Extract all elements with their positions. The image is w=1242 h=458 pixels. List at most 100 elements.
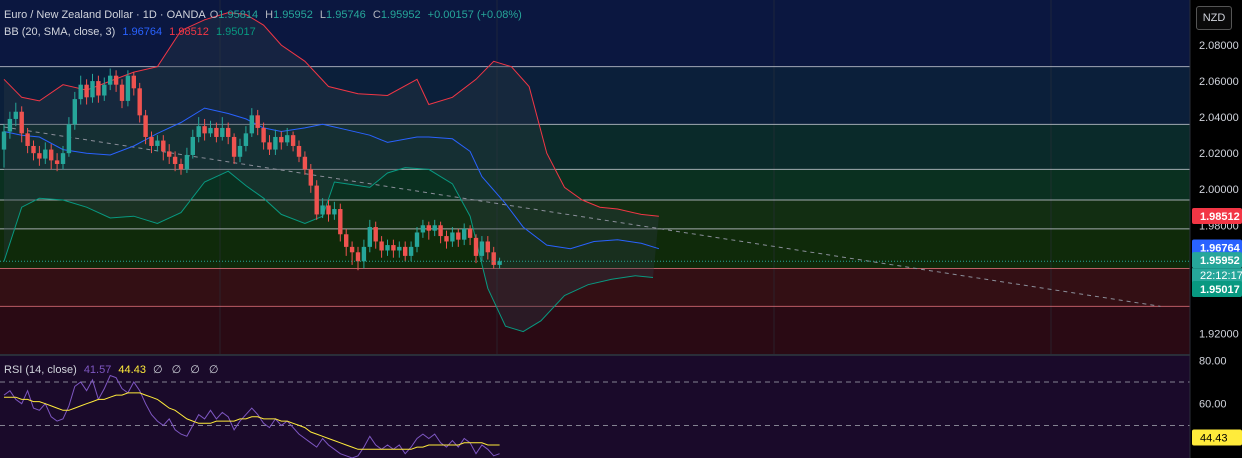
candle-body xyxy=(220,127,225,137)
candle-body xyxy=(13,111,18,119)
price-zone xyxy=(0,268,1190,307)
candle-body xyxy=(273,136,278,150)
candle-body xyxy=(344,234,349,247)
candle-body xyxy=(137,88,142,116)
candle-body xyxy=(237,145,243,157)
rsi-pane-background xyxy=(0,356,1190,458)
candle-body xyxy=(361,246,367,262)
candle-body xyxy=(261,127,266,143)
price-axis-ticks: 2.080002.060002.040002.020002.000001.980… xyxy=(1199,40,1239,340)
candle-body xyxy=(25,133,30,146)
candle-body xyxy=(119,84,125,101)
candle-body xyxy=(84,84,89,98)
candle-body xyxy=(178,163,184,170)
candle-body xyxy=(308,169,313,186)
candle-body xyxy=(226,127,231,137)
candle-body xyxy=(184,154,190,170)
close-label: C xyxy=(372,9,381,21)
price-tick-label: 1.92000 xyxy=(1199,328,1239,340)
price-tick-label: 2.06000 xyxy=(1199,76,1239,88)
symbol-legend: Euro / New Zealand Dollar · 1D · OANDA O1… xyxy=(4,8,526,22)
candle-body xyxy=(143,115,148,137)
close-value: 1.95952 xyxy=(380,9,421,21)
candle-body xyxy=(161,140,166,152)
rsi-tick-label: 80.00 xyxy=(1199,355,1227,367)
candle-body xyxy=(243,133,249,146)
low-label: L xyxy=(319,9,327,21)
price-label-box xyxy=(1192,239,1242,256)
rsi-legend[interactable]: RSI (14, close) 41.57 44.43 ∅ ∅ ∅ ∅ xyxy=(4,363,226,377)
candle-body xyxy=(290,135,296,146)
candle-body xyxy=(338,209,343,235)
horizontal-levels xyxy=(0,66,1190,307)
rsi-ma-label-text: 44.43 xyxy=(1200,433,1228,445)
candle-body xyxy=(467,228,473,238)
bollinger-basis-value: 1.96764 xyxy=(122,26,163,38)
candle-body xyxy=(397,246,402,251)
rsi-title: RSI (14, close) xyxy=(4,364,77,376)
candle-body xyxy=(444,236,449,242)
price-label-text: 1.95952 xyxy=(1200,255,1240,267)
candle-body xyxy=(131,75,136,89)
rsi-value: 41.57 xyxy=(83,364,112,376)
candle-body xyxy=(155,140,160,146)
candles xyxy=(1,68,502,271)
candle-body xyxy=(479,241,485,256)
price-label-text: 1.96764 xyxy=(1200,243,1241,255)
price-label-text: 1.98512 xyxy=(1200,211,1240,223)
candle-body xyxy=(473,237,479,256)
price-tick-label: 2.00000 xyxy=(1199,184,1239,196)
candle-body xyxy=(49,149,54,161)
rsi-ma-value: 44.43 xyxy=(118,364,146,376)
price-zones xyxy=(0,0,1190,355)
candle-body xyxy=(7,118,13,132)
price-label-text: 1.95017 xyxy=(1200,284,1240,296)
candle-body xyxy=(355,252,361,262)
candle-body xyxy=(190,136,195,155)
high-label: H xyxy=(265,9,274,21)
candle-body xyxy=(19,111,24,134)
price-zone xyxy=(0,228,1190,269)
price-zone xyxy=(0,306,1190,355)
rsi-axis-labels: 44.43 xyxy=(1192,429,1242,446)
countdown-text: 22:12:17 xyxy=(1200,270,1242,282)
candle-body xyxy=(43,149,48,159)
rsi-line xyxy=(3,374,500,458)
candle-body xyxy=(72,99,77,125)
rsi-placeholders: ∅ ∅ ∅ ∅ xyxy=(153,364,222,376)
candle-body xyxy=(491,252,496,265)
candle-body xyxy=(485,241,490,253)
rsi-grid xyxy=(0,381,1190,426)
candle-body xyxy=(149,136,154,146)
candle-body xyxy=(214,127,219,137)
candle-body xyxy=(255,115,260,128)
candle-body xyxy=(102,84,107,96)
candle-body xyxy=(208,127,213,134)
candle-body xyxy=(231,136,237,157)
rsi-axis-ticks: 80.00 60.00 xyxy=(1199,355,1227,410)
candle-body xyxy=(408,246,414,256)
price-scale-background xyxy=(1190,0,1242,458)
candle-body xyxy=(96,81,101,96)
candle-body xyxy=(497,261,502,265)
candle-body xyxy=(450,232,455,242)
candle-body xyxy=(391,245,396,251)
bollinger-band-fill xyxy=(4,12,659,332)
price-label-box xyxy=(1192,252,1242,269)
price-zone xyxy=(0,66,1190,125)
candle-body xyxy=(66,124,72,154)
currency-button[interactable]: NZD xyxy=(1196,6,1232,30)
candle-body xyxy=(314,185,319,215)
candle-body xyxy=(462,228,467,240)
candle-body xyxy=(302,156,308,170)
symbol-title: Euro / New Zealand Dollar · 1D · OANDA xyxy=(4,9,206,21)
candle-body xyxy=(31,145,36,154)
candle-body xyxy=(414,232,420,247)
bollinger-title: BB (20, SMA, close, 3) xyxy=(4,26,116,38)
candle-body xyxy=(332,209,337,215)
candle-body xyxy=(108,75,113,85)
candle-body xyxy=(373,227,378,242)
bollinger-legend[interactable]: BB (20, SMA, close, 3) 1.96764 1.98512 1… xyxy=(4,25,260,39)
candle-body xyxy=(249,115,254,134)
